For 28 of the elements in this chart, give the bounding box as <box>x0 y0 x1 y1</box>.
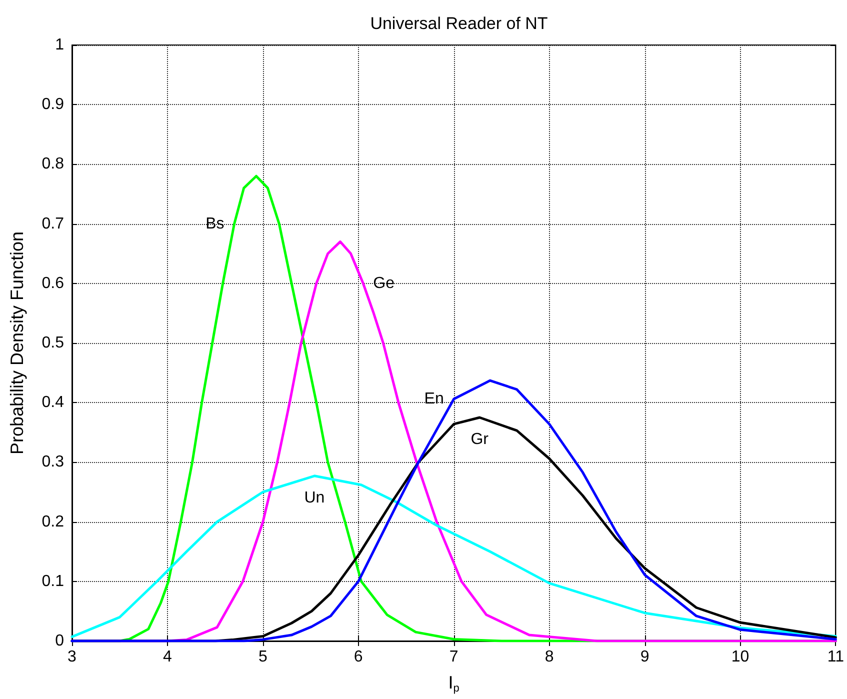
line-series <box>70 474 837 638</box>
y-axis-title: Probability Density Function <box>7 231 27 455</box>
y-tick-label: 0 <box>55 632 64 650</box>
x-tick-label: 10 <box>731 648 750 666</box>
y-tick-label: 0.4 <box>42 394 64 412</box>
y-tick-label: 1 <box>55 36 64 54</box>
chart-title: Universal Reader of NT <box>370 14 548 33</box>
x-tick-label: 6 <box>354 648 363 666</box>
y-tick-label: 0.7 <box>42 215 64 232</box>
x-tick-label: 5 <box>258 648 268 666</box>
y-tick-label: 0.2 <box>42 513 64 530</box>
series-label: Un <box>304 489 325 506</box>
x-tick-label: 9 <box>640 648 650 666</box>
series-label: En <box>424 390 444 408</box>
x-tick-label: 3 <box>68 648 77 666</box>
y-tick-label: 0.5 <box>42 334 64 352</box>
y-tick-label: 0.6 <box>42 274 64 292</box>
series-label: Gr <box>470 431 490 448</box>
x-tick-label: 7 <box>449 648 458 666</box>
x-tick-label: 11 <box>827 648 844 666</box>
y-tick-label: 0.3 <box>42 454 64 471</box>
y-tick-label: 0.1 <box>42 572 64 590</box>
series-label: Bs <box>206 215 224 232</box>
y-tick-label: 0.8 <box>42 156 64 173</box>
x-tick-label: 4 <box>163 648 172 666</box>
x-tick-label: 8 <box>544 648 554 666</box>
y-tick-label: 0.9 <box>42 96 64 114</box>
series-label: Ge <box>373 274 395 292</box>
